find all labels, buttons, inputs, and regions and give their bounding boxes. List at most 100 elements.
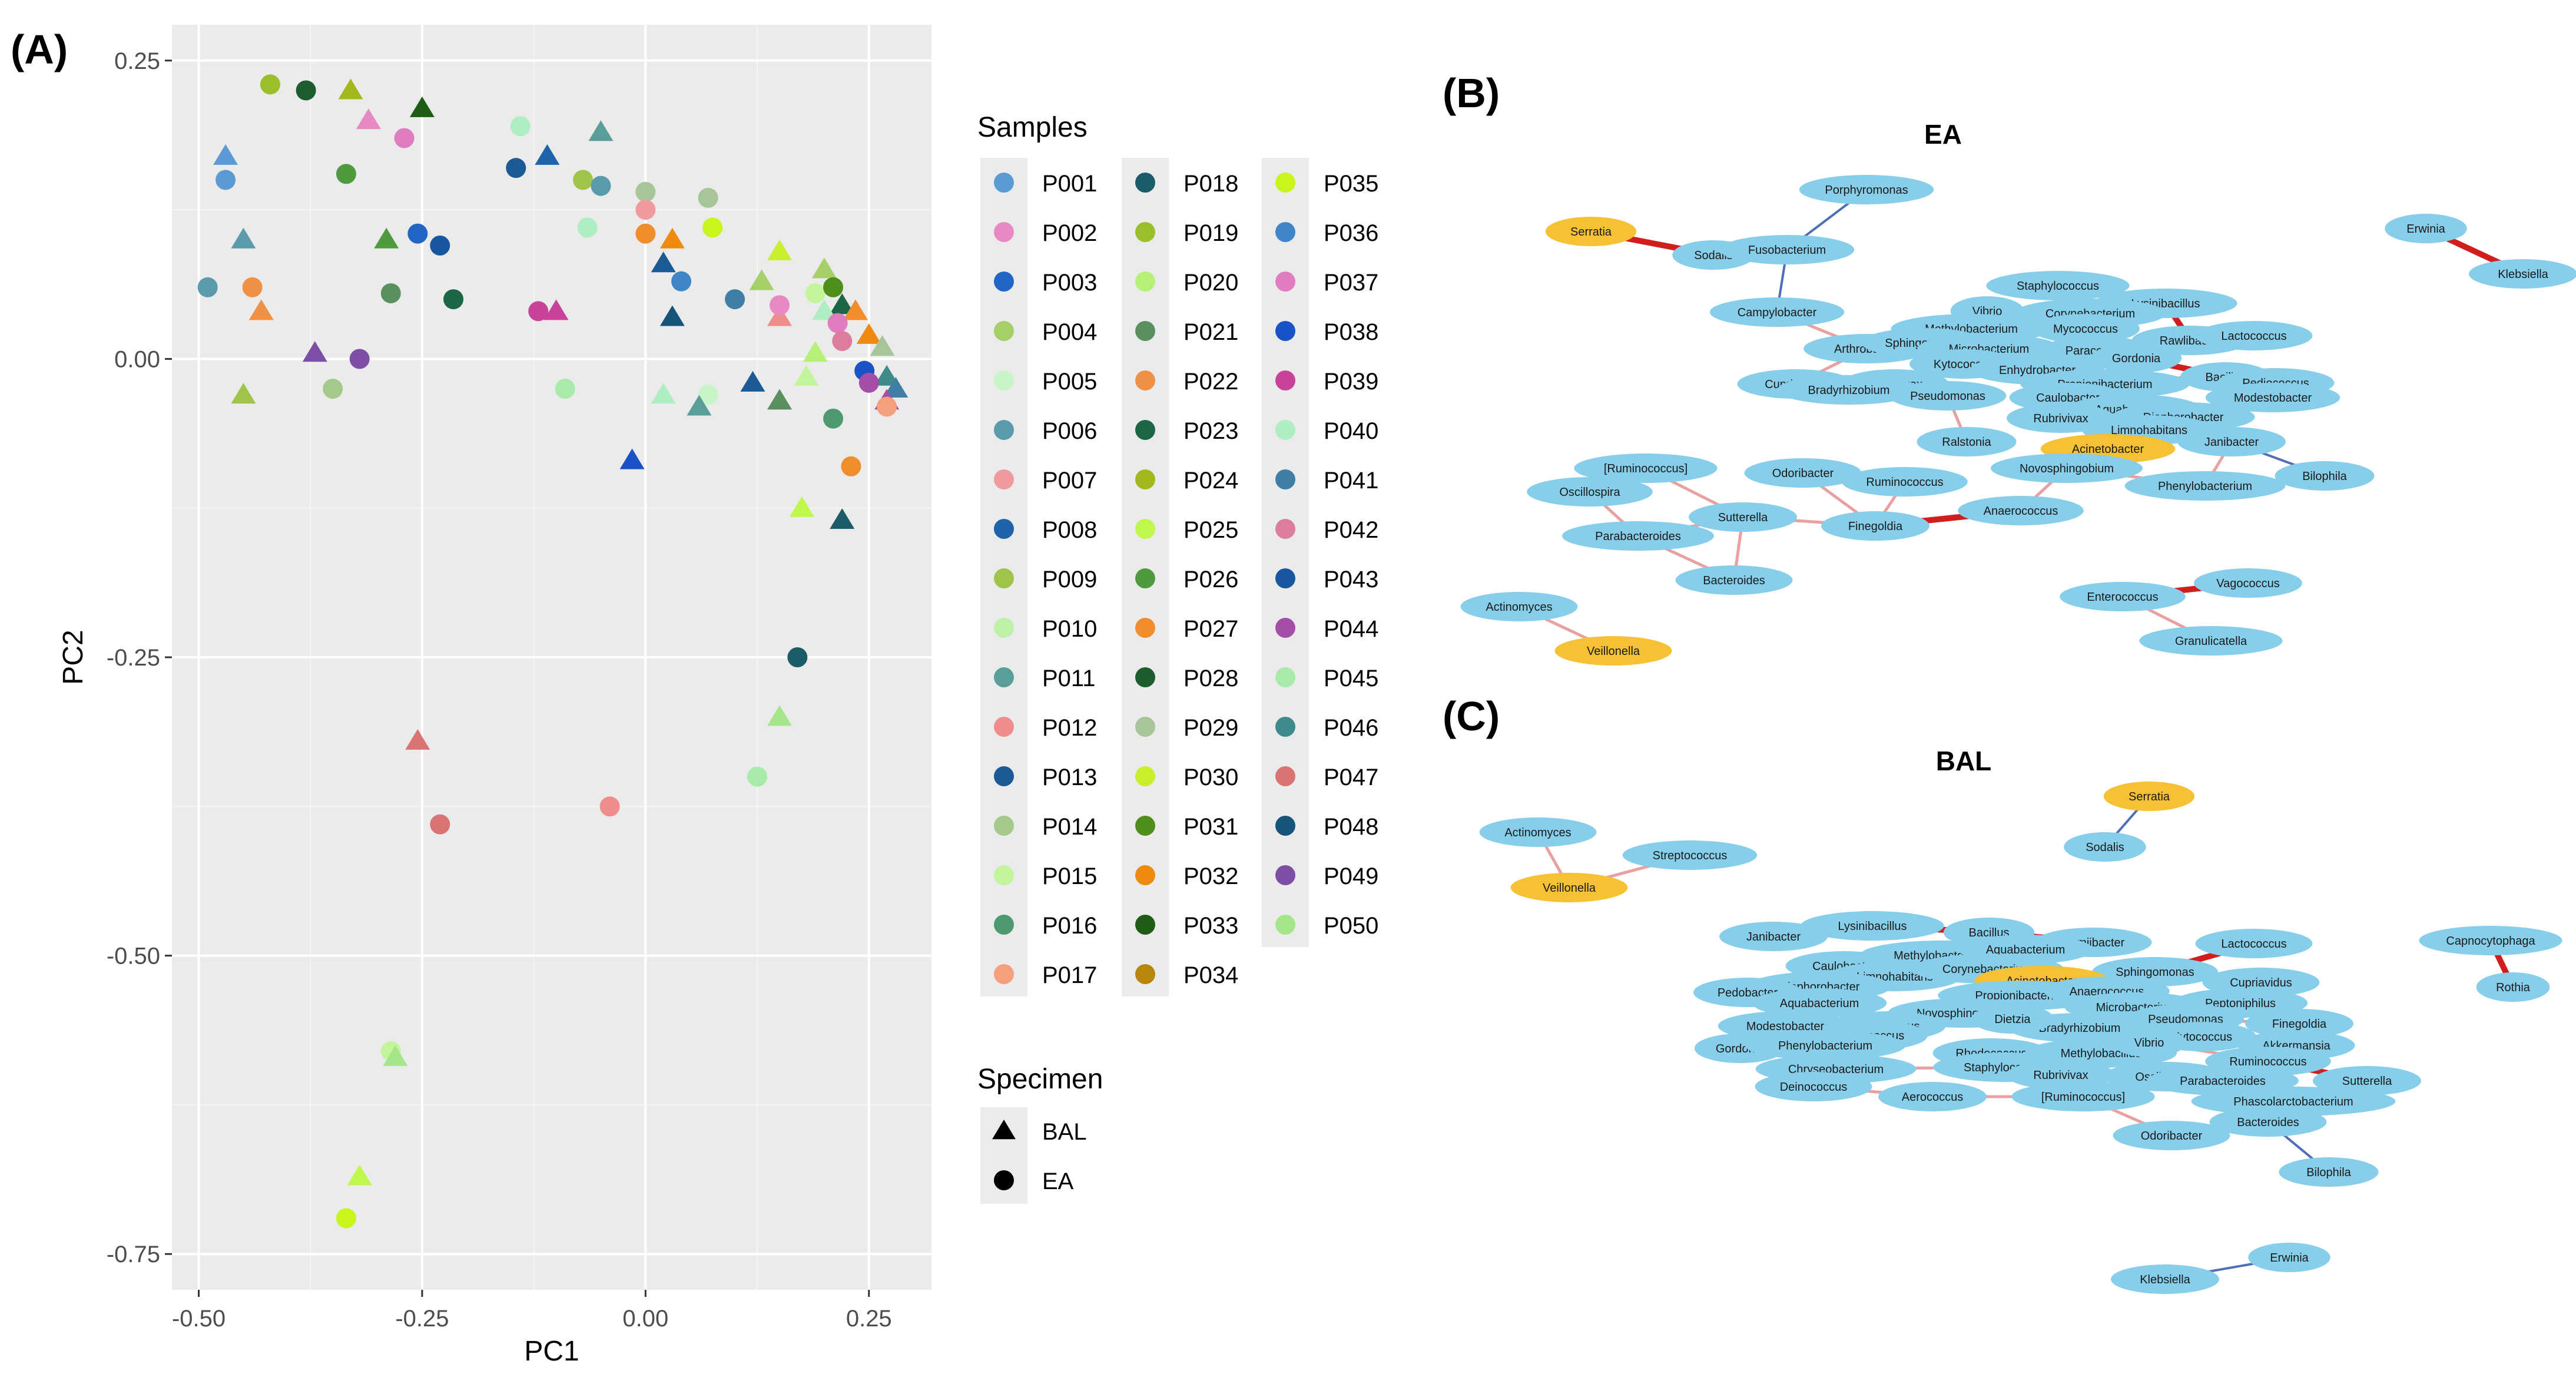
network-node [2011, 1082, 2155, 1111]
network-node [1745, 1031, 1906, 1060]
data-point-ea [260, 74, 280, 95]
data-point-ea [394, 128, 415, 148]
legend-triangle [992, 1120, 1016, 1140]
network-node-label: Actinomyces [1504, 826, 1571, 839]
data-point-bal [231, 383, 256, 404]
legend-swatch [1275, 618, 1295, 638]
data-point-bal [588, 120, 614, 141]
network-node [1755, 1072, 1872, 1101]
data-point-ea [770, 295, 790, 316]
x-tick-label: -0.50 [172, 1306, 226, 1332]
network-node-label: Veillonella [1543, 882, 1596, 895]
legend-sample-label: P048 [1324, 814, 1378, 840]
network-node-label: Erwinia [2406, 223, 2445, 236]
legend-sample-label: P031 [1183, 814, 1238, 840]
panel-a-label: (A) [11, 27, 68, 72]
data-point-ea [805, 283, 825, 303]
network-node-label: Rubrivivax [2033, 1069, 2088, 1082]
network-node [1777, 375, 1921, 405]
data-point-ea [197, 277, 218, 297]
network-node-label: Rothia [2496, 981, 2531, 994]
data-point-bal [767, 240, 792, 261]
y-axis-ticks: 0.25 0.00 -0.25 -0.50 -0.75 [107, 48, 172, 1267]
legend-sample-label: P008 [1042, 517, 1097, 543]
network-node [1971, 1004, 2054, 1034]
data-point-ea [510, 116, 531, 137]
legend-swatch [1135, 865, 1155, 885]
legend-sample-label: P003 [1042, 270, 1097, 296]
legend-swatch [994, 469, 1014, 489]
network-node-label: Ruminococcus [2229, 1055, 2306, 1068]
legend-swatch [994, 816, 1014, 836]
legend-sample-label: P001 [1042, 171, 1097, 197]
network-node [1554, 636, 1672, 666]
data-point-bal [356, 108, 381, 130]
legend-sample-label: P009 [1042, 567, 1097, 592]
legend-specimen-label: BAL [1042, 1119, 1087, 1145]
legend-sample-label: P007 [1042, 468, 1097, 494]
data-point-ea [823, 408, 844, 429]
legend-swatch [1135, 222, 1155, 242]
legend-swatch [1275, 915, 1295, 935]
legend-sample-label: P025 [1183, 517, 1238, 543]
network-node-label: Bacteroides [2237, 1116, 2299, 1129]
x-tick-label: -0.25 [395, 1306, 449, 1332]
data-point-bal [231, 227, 256, 249]
network-node [2124, 471, 2286, 501]
legend-sample-label: P013 [1042, 764, 1097, 790]
network-node-label: Vagococcus [2216, 577, 2279, 590]
network-node-label: Odoribacter [1772, 467, 1834, 480]
network-node-label: Dietzia [1994, 1013, 2031, 1026]
legend-swatch [994, 173, 1014, 193]
data-point-ea [635, 200, 656, 220]
network-node-label: Serratia [2129, 790, 2170, 803]
network-node-label: Mycococcus [2053, 323, 2118, 336]
y-axis-label: PC2 [58, 630, 89, 684]
data-point-ea [698, 187, 718, 208]
data-point-bal [856, 323, 881, 344]
network-node [2139, 626, 2283, 656]
network-node-label: Gordonia [2112, 352, 2161, 365]
data-point-ea [242, 277, 263, 297]
data-point-bal [870, 335, 895, 356]
network-node-label: Bradyrhizobium [1808, 384, 1890, 397]
legend-sample-label: P046 [1324, 715, 1378, 741]
legend: Samples P001 P002 P003 P004 P005 P006 P007 P008… [977, 112, 1378, 1204]
legend-sample-label: P016 [1042, 913, 1097, 939]
network-node [1719, 235, 1855, 264]
data-point-ea [702, 217, 723, 238]
network-node-label: Oscillospira [1559, 486, 1620, 499]
legend-sample-label: P019 [1183, 220, 1238, 246]
network-node [1574, 453, 1718, 483]
data-point-bal [767, 705, 792, 726]
legend-sample-label: P004 [1042, 319, 1097, 345]
network-node-label: Finegoldia [2272, 1018, 2327, 1031]
legend-sample-label: P014 [1042, 814, 1097, 840]
network-node-label: Bilophila [2306, 1166, 2351, 1179]
x-tick-label: 0.25 [846, 1306, 892, 1332]
network-node [2031, 314, 2140, 343]
data-point-ea [216, 170, 236, 190]
bal-network-title: BAL [1936, 746, 1992, 776]
network-node-label: Kytococcus [2172, 1031, 2232, 1044]
network-node [2469, 259, 2576, 289]
network-node [2195, 929, 2313, 958]
legend-swatch [1135, 173, 1155, 193]
network-node-label: Bacteroides [1703, 574, 1765, 587]
data-point-ea [573, 170, 594, 190]
legend-sample-label: P043 [1324, 567, 1378, 592]
data-point-ea [591, 176, 611, 196]
network-node [1842, 467, 1968, 496]
data-point-bal [383, 1045, 408, 1066]
data-point-ea [823, 277, 844, 297]
network-node [1821, 511, 1929, 541]
network-node [2195, 321, 2313, 350]
network-node-label: Sodalis [2086, 841, 2124, 854]
network-node [1527, 477, 1653, 507]
network-node-label: Peptoniphilus [2205, 997, 2276, 1010]
legend-sample-label: P002 [1042, 220, 1097, 246]
data-point-bal [405, 729, 430, 750]
data-point-bal [687, 395, 712, 416]
legend-swatch [994, 717, 1014, 737]
legend-swatch [1135, 915, 1155, 935]
